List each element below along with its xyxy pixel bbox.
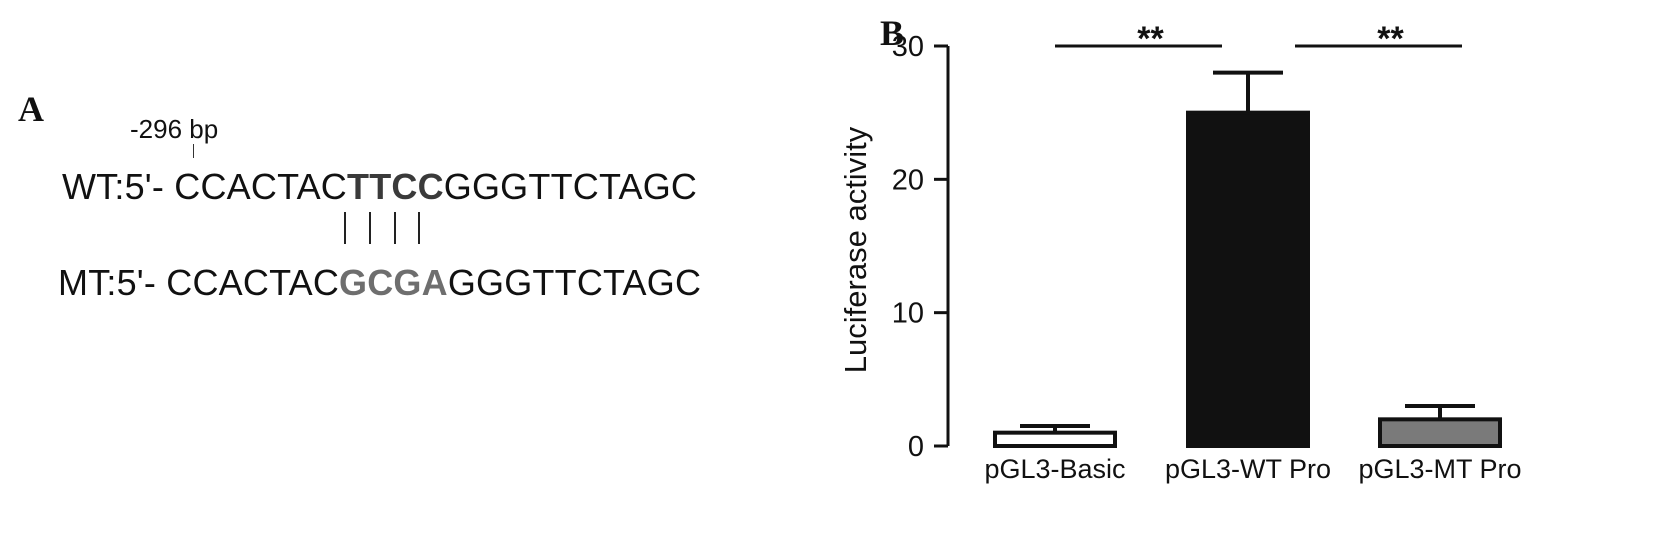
- wt-motif: TTCC: [347, 166, 444, 207]
- panel-a-label: A: [18, 89, 44, 129]
- x-category-label: pGL3-Basic: [984, 454, 1125, 484]
- y-tick-label: 20: [892, 164, 924, 196]
- alignment-bar: [344, 212, 346, 244]
- bar: [1186, 110, 1310, 449]
- position-tick: [193, 144, 194, 158]
- significance-label: **: [1377, 20, 1404, 58]
- mt-prefix: MT:5'-: [58, 262, 167, 303]
- y-tick-label: 0: [908, 431, 924, 463]
- position-label: -296 bp: [130, 114, 219, 144]
- mt-seq-before: CCACTAC: [166, 262, 340, 303]
- mt-sequence: MT:5'- CCACTACGCGAGGGTTCTAGC: [58, 262, 701, 304]
- mt-seq-after: GGGTTCTAGC: [447, 262, 702, 303]
- wt-seq-before: CCACTAC: [174, 166, 347, 207]
- wt-sequence: WT:5'- CCACTACTTCCGGGTTCTAGC: [62, 166, 697, 208]
- x-category-label: pGL3-MT Pro: [1358, 454, 1521, 484]
- y-tick-label: 30: [892, 31, 924, 63]
- wt-seq-after: GGGTTCTAGC: [443, 166, 698, 207]
- bar: [1378, 417, 1502, 449]
- y-axis-label: Luciferase activity: [838, 126, 873, 373]
- panel-b-label: B: [880, 13, 905, 53]
- alignment-bar: [369, 212, 371, 244]
- mt-motif: GCGA: [339, 262, 448, 303]
- wt-prefix: WT:5'-: [62, 166, 175, 207]
- bar: [993, 430, 1117, 448]
- significance-label: **: [1137, 20, 1164, 58]
- alignment-bar: [418, 212, 420, 244]
- y-tick-label: 10: [892, 298, 924, 330]
- x-category-label: pGL3-WT Pro: [1165, 454, 1331, 484]
- alignment-bar: [394, 212, 396, 244]
